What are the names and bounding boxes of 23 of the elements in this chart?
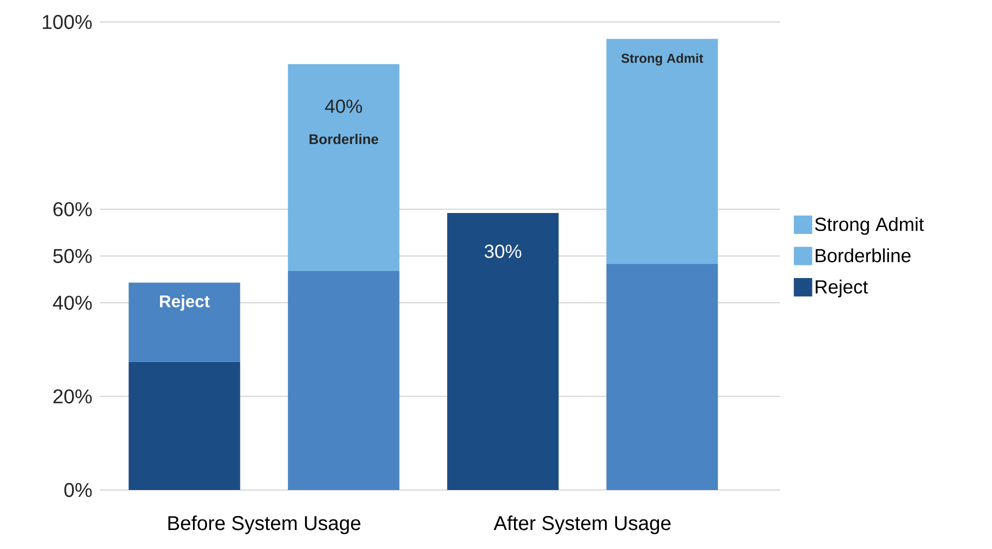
annotation: Reject — [160, 294, 210, 311]
bar — [606, 264, 718, 490]
y-tick-label: 50% — [53, 248, 92, 264]
bar — [128, 362, 240, 490]
y-tick-label: 100% — [42, 14, 92, 30]
bar — [606, 38, 718, 264]
legend-label: Reject — [816, 280, 868, 298]
annotation: 40% — [325, 100, 362, 113]
text: Before System Usage — [168, 516, 360, 534]
y-tick-label: 40% — [52, 296, 92, 310]
y-tick-label: 20% — [53, 389, 92, 404]
legend-label: Strong Admit — [815, 217, 924, 235]
y-tick-label: 0% — [64, 482, 92, 498]
bar — [288, 270, 400, 490]
y-tick-label: 60% — [53, 202, 92, 216]
text: After System Usage — [494, 516, 671, 534]
legend-label: Borderbline — [816, 248, 911, 262]
annotation: 30% — [484, 244, 522, 258]
annotation: Borderline — [310, 134, 378, 144]
bar — [128, 282, 240, 362]
bar — [447, 212, 559, 490]
bar — [288, 64, 400, 271]
annotation: Strong Admit — [621, 53, 704, 66]
